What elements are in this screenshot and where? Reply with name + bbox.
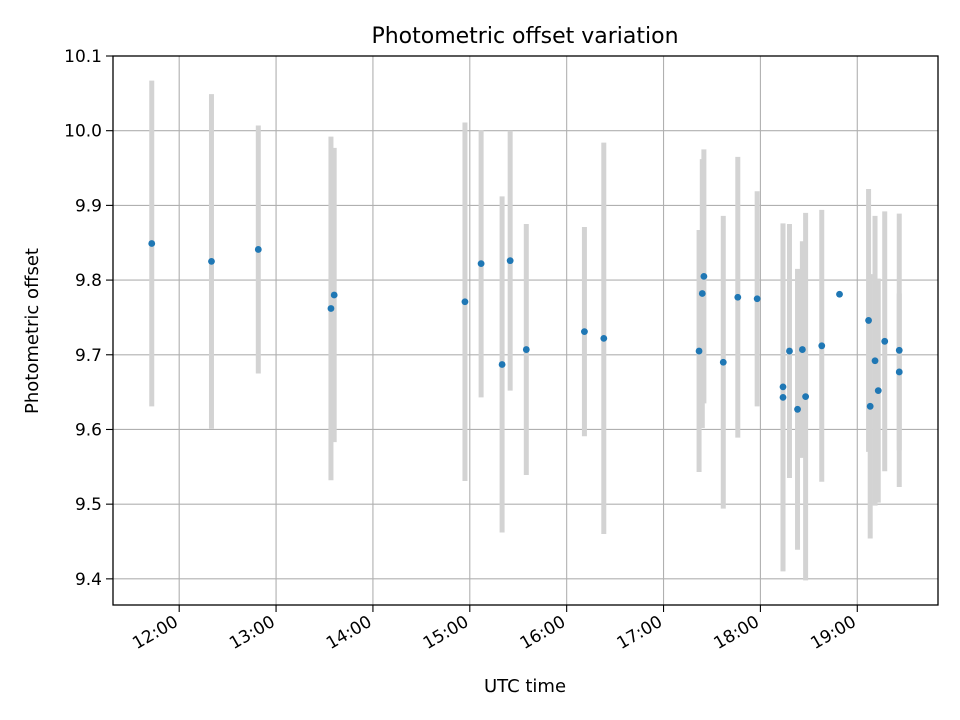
y-tick-label: 9.9: [75, 196, 102, 216]
y-tick-label: 9.7: [75, 346, 102, 366]
data-points: [148, 240, 903, 413]
y-tick-label: 9.8: [75, 271, 102, 291]
y-tick-label: 10.0: [64, 122, 102, 142]
data-point: [477, 260, 485, 268]
data-point: [881, 337, 889, 345]
data-point: [895, 346, 903, 354]
data-point: [148, 240, 156, 247]
data-point: [871, 357, 879, 365]
data-point: [895, 368, 903, 376]
x-axis-label: UTC time: [484, 676, 566, 697]
y-tick-label: 10.1: [64, 47, 102, 67]
data-point: [695, 347, 703, 355]
data-point: [330, 291, 338, 299]
data-point: [581, 328, 588, 336]
data-point: [254, 246, 262, 253]
data-point: [818, 342, 826, 350]
data-point: [506, 257, 514, 265]
data-point: [786, 347, 793, 355]
plot-area-frame: [112, 55, 939, 606]
data-point: [865, 317, 872, 324]
data-point: [866, 402, 874, 410]
y-tick-label: 9.5: [75, 495, 102, 515]
data-point: [327, 305, 335, 312]
data-point: [753, 295, 761, 303]
data-point: [522, 346, 530, 353]
data-point: [719, 358, 727, 366]
data-point: [498, 361, 506, 368]
data-point: [779, 393, 787, 401]
data-point: [698, 290, 706, 297]
y-axis-label: Photometric offset: [22, 248, 43, 414]
data-point: [779, 383, 787, 391]
data-point: [794, 405, 801, 413]
data-point: [600, 334, 608, 342]
data-point: [802, 393, 810, 401]
data-point: [700, 272, 708, 280]
data-point: [836, 290, 843, 298]
chart-title: Photometric offset variation: [371, 24, 678, 49]
data-point: [874, 387, 882, 395]
data-point: [208, 258, 215, 265]
data-point: [734, 293, 742, 301]
data-point: [461, 298, 469, 306]
data-point: [798, 346, 806, 353]
y-tick-label: 9.6: [75, 420, 102, 440]
y-axis-ticks: 9.4 9.5 9.6 9.7 9.8 9.9 10.0 10.1: [64, 47, 113, 590]
y-tick-label: 9.4: [75, 570, 102, 590]
